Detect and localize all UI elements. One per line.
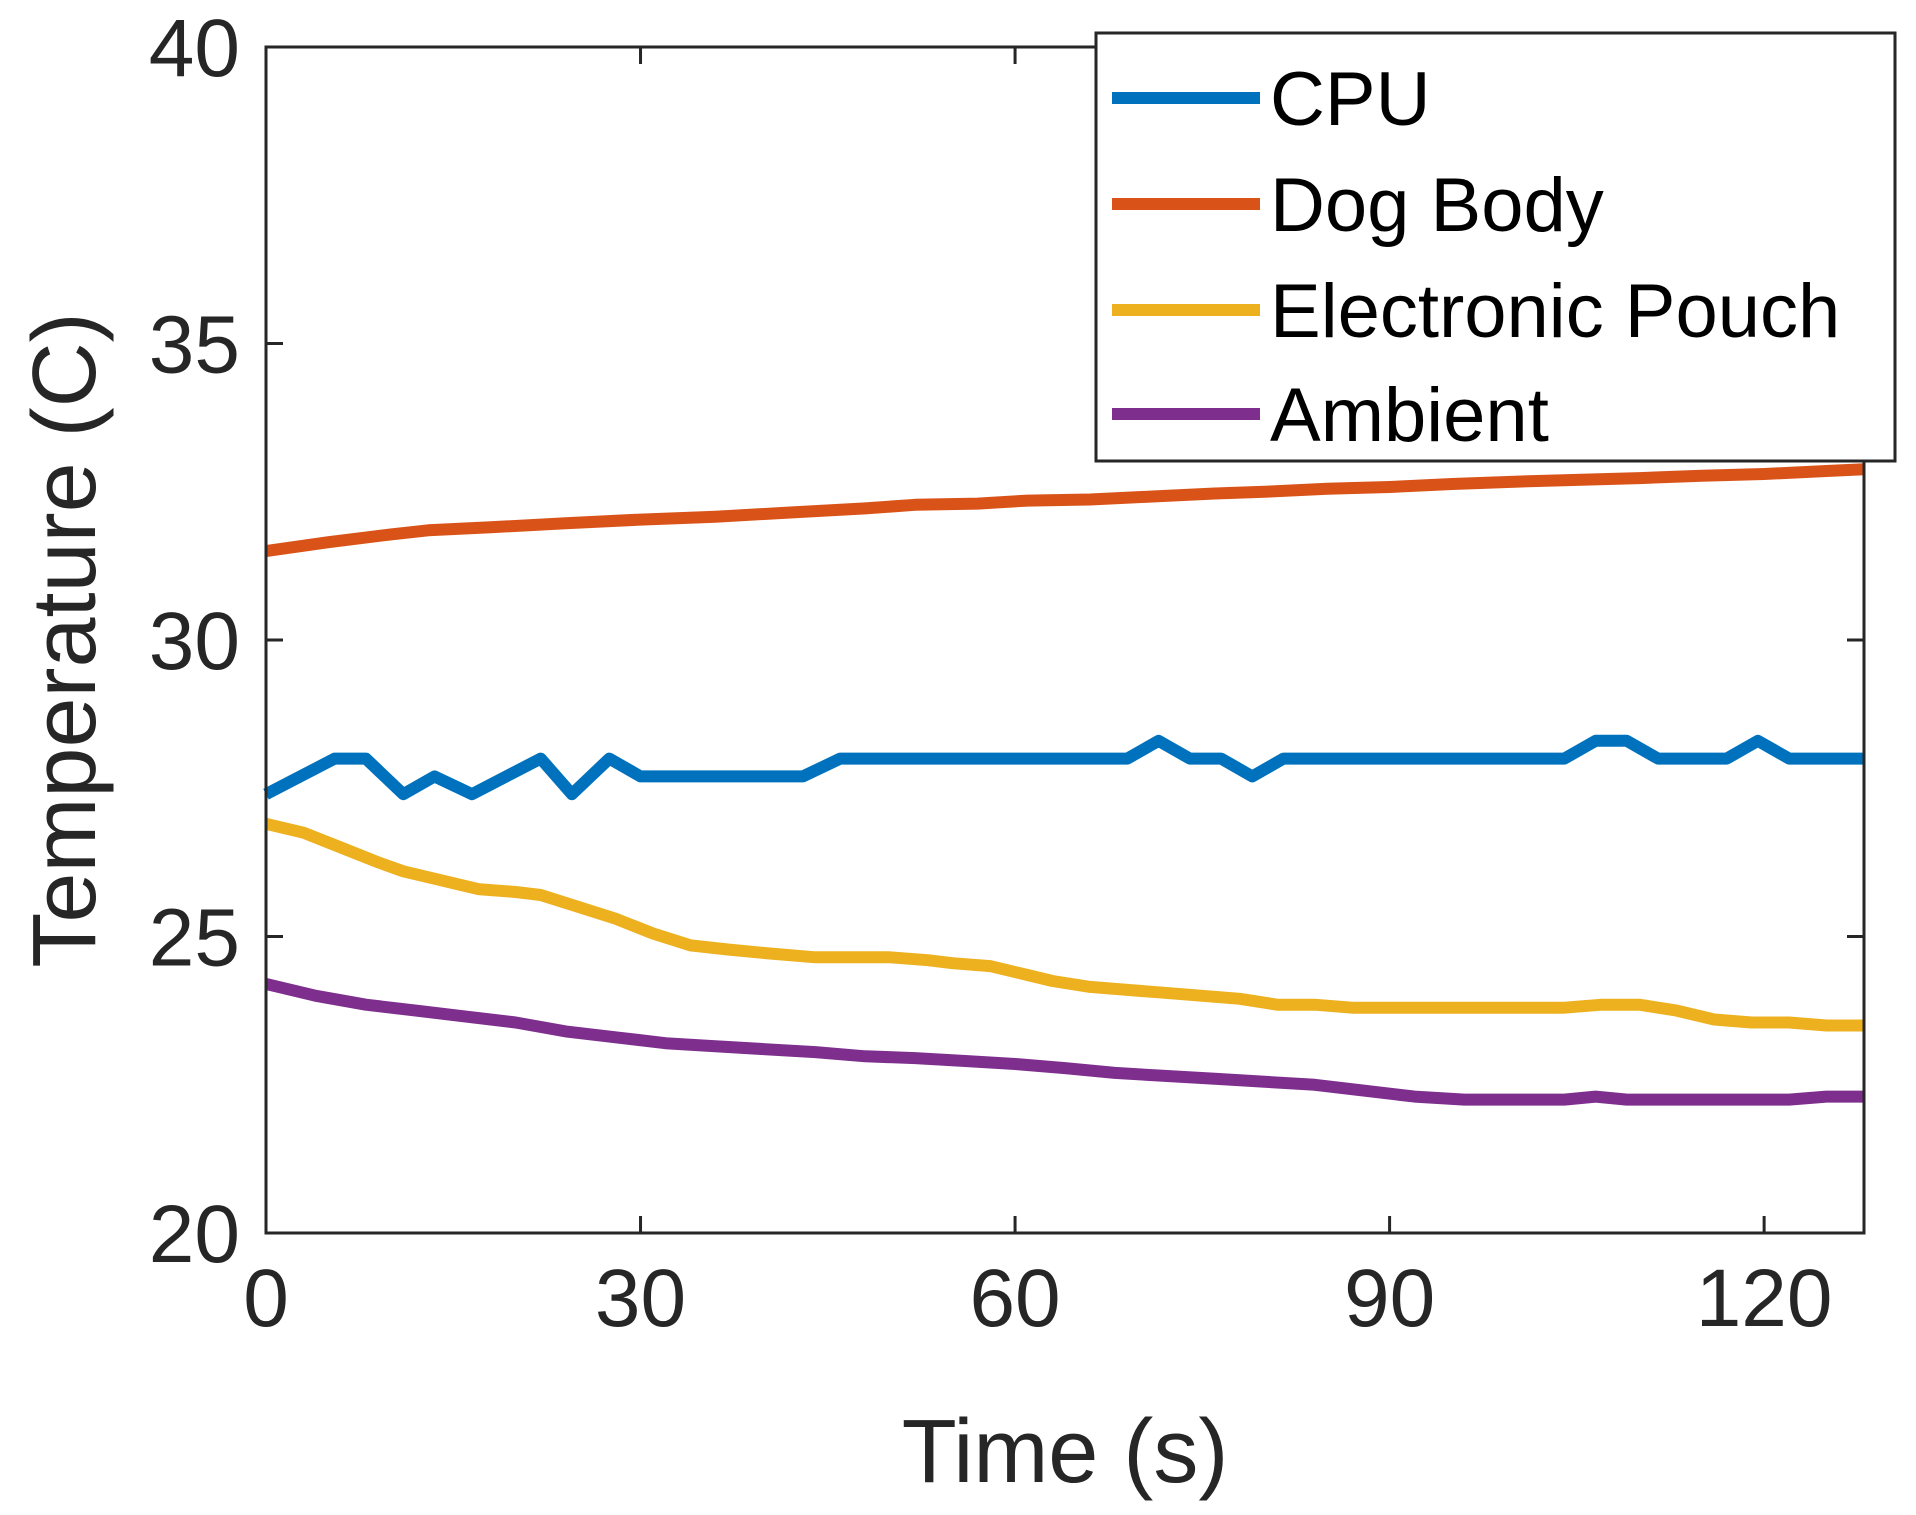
x-tick-label: 0	[243, 1253, 289, 1344]
legend-label-cpu: CPU	[1270, 57, 1430, 142]
series-line-ambient	[264, 978, 1864, 1106]
x-tick-label: 60	[969, 1253, 1060, 1344]
legend-items: CPU Dog Body Electronic Pouch Ambient	[1112, 57, 1840, 458]
y-tick-label: 20	[149, 1189, 240, 1280]
x-tick-label: 90	[1344, 1253, 1435, 1344]
legend-label-dog-body: Dog Body	[1270, 163, 1604, 248]
legend-box	[1094, 31, 1897, 463]
y-tick-label: 30	[149, 596, 240, 687]
x-axis-title: Time (s)	[902, 1402, 1229, 1502]
legend: CPU Dog Body Electronic Pouch Ambient	[1094, 31, 1897, 463]
x-axis: 0 30 60 90 120	[243, 47, 1833, 1344]
y-axis: 20 25 30 35 40	[149, 3, 1864, 1280]
y-axis-title: Temperature (C)	[15, 312, 115, 967]
x-tick-label: 30	[595, 1253, 686, 1344]
series-line-electronic-pouch	[264, 817, 1864, 1032]
legend-label-electronic-pouch: Electronic Pouch	[1270, 269, 1840, 354]
series-line-dog-body	[265, 463, 1865, 558]
y-tick-label: 40	[149, 3, 240, 94]
y-tick-label: 35	[149, 300, 240, 391]
series-line-cpu	[263, 734, 1864, 801]
x-tick-label: 120	[1696, 1253, 1833, 1344]
y-tick-label: 25	[149, 893, 240, 984]
series-layer	[263, 463, 1865, 1106]
legend-label-ambient: Ambient	[1270, 373, 1549, 458]
